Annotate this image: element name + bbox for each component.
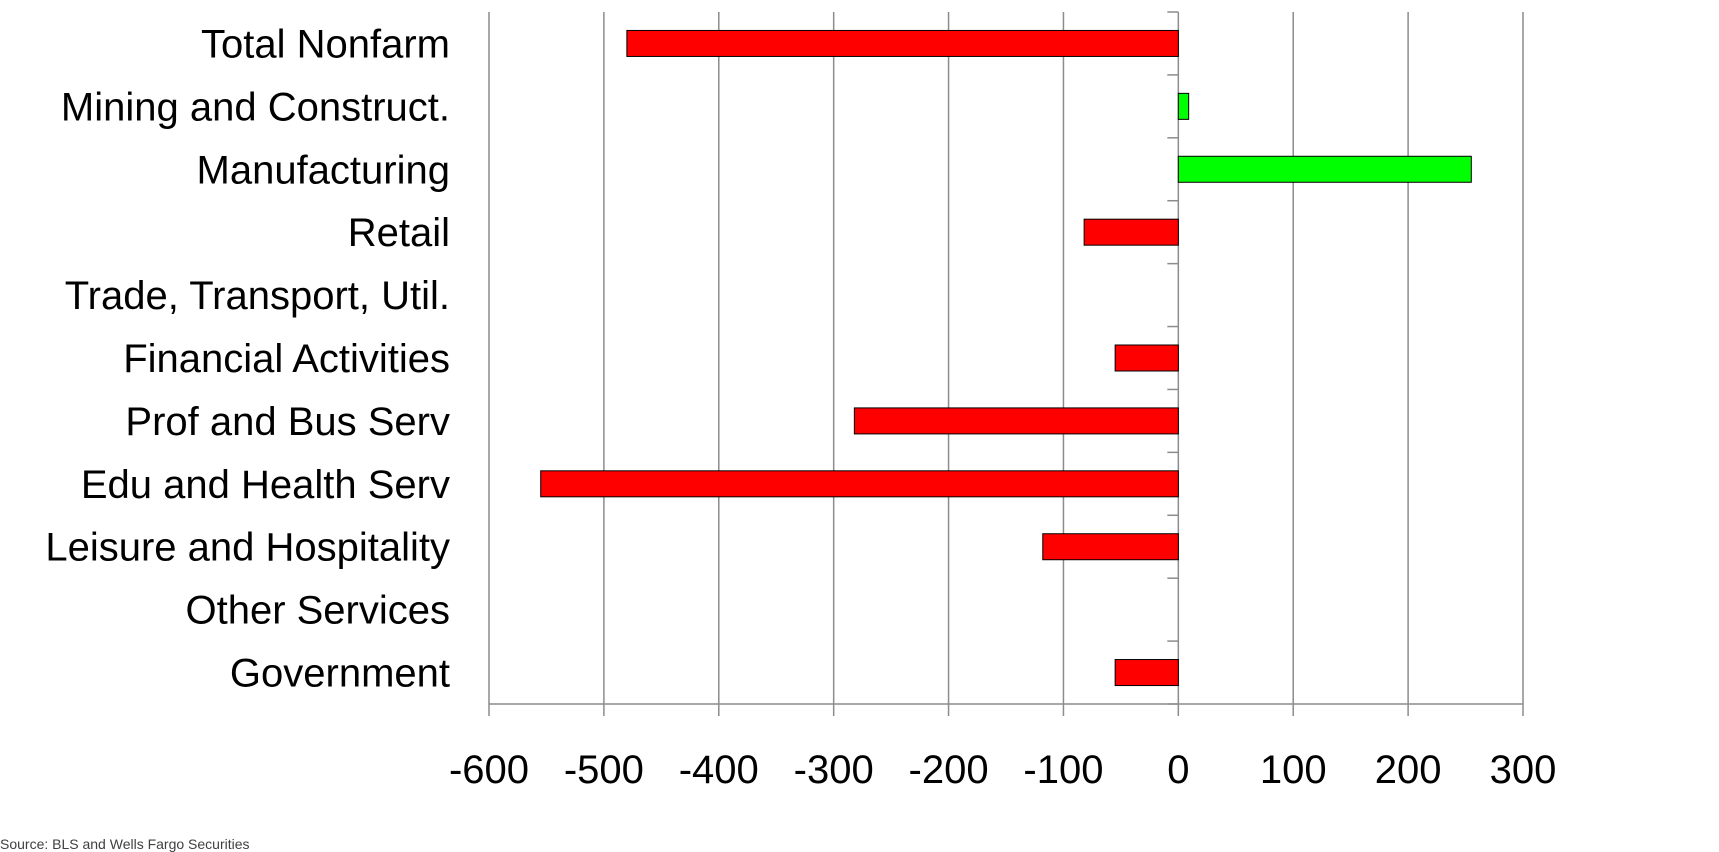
x-tick-label: -300 [794, 748, 874, 792]
bar [1177, 92, 1190, 120]
category-label: Prof and Bus Serv [125, 400, 450, 444]
x-tick-label: -200 [909, 748, 989, 792]
category-label: Mining and Construct. [61, 85, 450, 129]
x-tick-label: 200 [1375, 748, 1442, 792]
bar [1042, 533, 1179, 561]
category-label: Government [230, 652, 450, 696]
x-tick-label: -400 [679, 748, 759, 792]
category-label: Trade, Transport, Util. [65, 274, 450, 318]
bars [540, 29, 1472, 687]
category-label: Leisure and Hospitality [45, 526, 450, 570]
category-label: Retail [348, 211, 450, 255]
source-note: Source: BLS and Wells Fargo Securities [0, 836, 250, 852]
x-tick-label: -600 [449, 748, 529, 792]
category-label: Financial Activities [123, 337, 450, 381]
tick-labels: -600 -500 -400 -300 -200 -100 0 100 200 300 [449, 748, 1556, 792]
bar [1177, 155, 1472, 183]
category-label: Total Nonfarm [201, 22, 450, 66]
axes [488, 11, 1524, 716]
category-label: Other Services [185, 589, 450, 633]
x-tick-label: 0 [1167, 748, 1189, 792]
gridlines [488, 12, 1524, 704]
bar [626, 29, 1179, 57]
bar [1083, 218, 1179, 246]
x-tick-label: -100 [1023, 748, 1103, 792]
x-tick-label: -500 [564, 748, 644, 792]
bar [853, 407, 1179, 435]
bar [1114, 659, 1179, 687]
bar [1114, 344, 1179, 372]
category-label: Manufacturing [197, 148, 450, 192]
x-tick-label: 300 [1490, 748, 1557, 792]
category-labels: Total Nonfarm Mining and Construct. Manufa… [45, 22, 450, 695]
category-label: Edu and Health Serv [81, 463, 450, 507]
bar [540, 470, 1179, 498]
x-tick-label: 100 [1260, 748, 1327, 792]
